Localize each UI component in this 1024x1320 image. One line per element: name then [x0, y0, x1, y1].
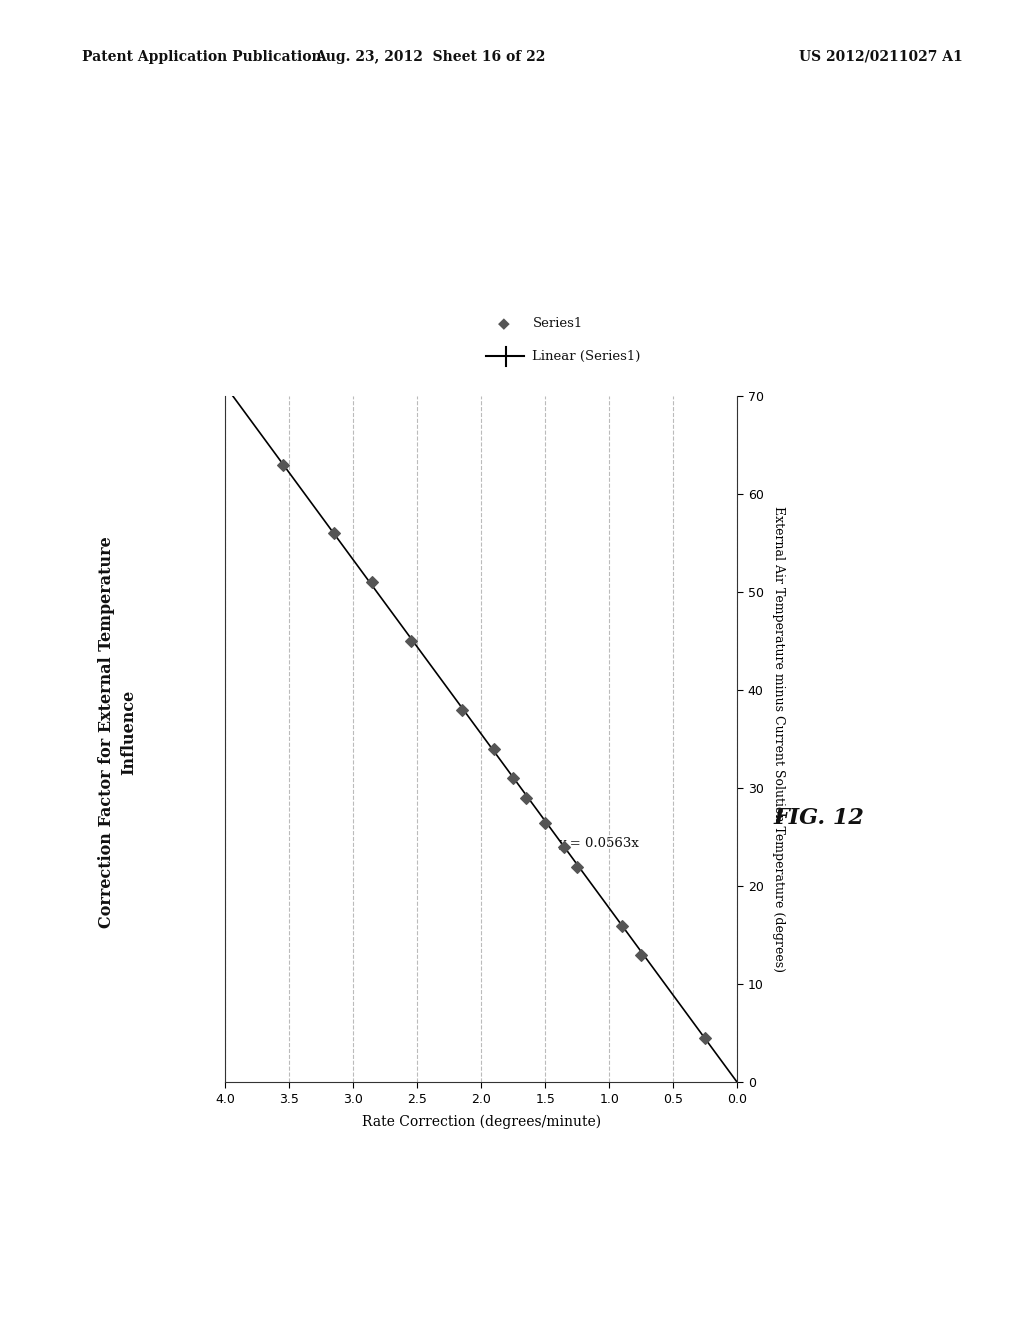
- Point: [537, 812, 553, 833]
- Text: Linear (Series1): Linear (Series1): [532, 350, 641, 363]
- Point: [518, 788, 535, 809]
- Y-axis label: External Air Temperature minus Current Solution Temperature (degrees): External Air Temperature minus Current S…: [772, 506, 785, 973]
- X-axis label: Rate Correction (degrees/minute): Rate Correction (degrees/minute): [361, 1114, 601, 1129]
- Point: [613, 915, 630, 936]
- Point: [633, 944, 649, 965]
- Text: FIG. 12: FIG. 12: [774, 808, 864, 829]
- Text: US 2012/0211027 A1: US 2012/0211027 A1: [799, 50, 963, 63]
- Point: [365, 572, 381, 593]
- Point: [697, 1028, 714, 1049]
- Point: [326, 523, 342, 544]
- Text: Series1: Series1: [532, 317, 583, 330]
- Point: [556, 837, 572, 858]
- Point: [569, 857, 586, 878]
- Point: [402, 631, 419, 652]
- Point: [485, 738, 502, 759]
- Text: Patent Application Publication: Patent Application Publication: [82, 50, 322, 63]
- Text: y = 0.0563x: y = 0.0563x: [558, 837, 639, 850]
- Text: ◆: ◆: [498, 315, 510, 331]
- Text: Correction Factor for External Temperature
Influence: Correction Factor for External Temperatu…: [98, 537, 137, 928]
- Point: [454, 700, 470, 721]
- Point: [274, 454, 291, 475]
- Text: Aug. 23, 2012  Sheet 16 of 22: Aug. 23, 2012 Sheet 16 of 22: [315, 50, 545, 63]
- Point: [505, 768, 521, 789]
